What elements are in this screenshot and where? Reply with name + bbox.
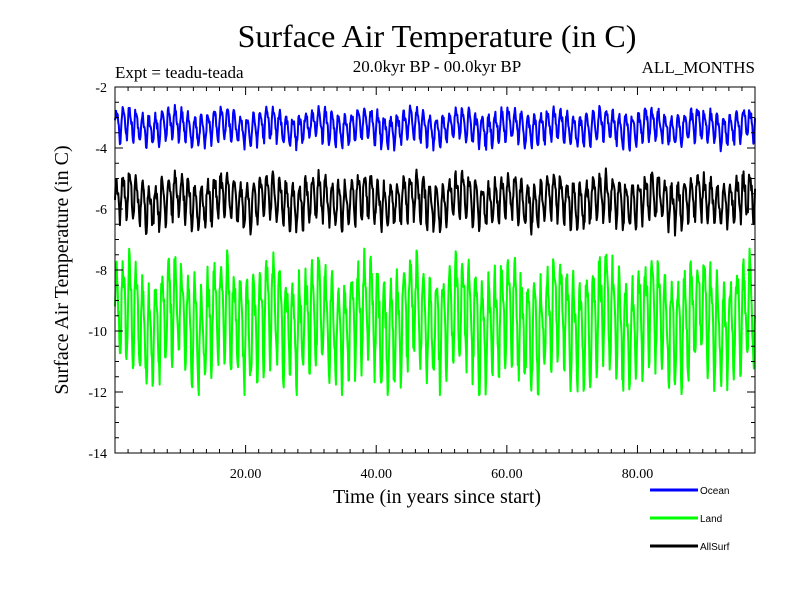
x-tick-label: 60.00 (491, 467, 523, 482)
series-layer (114, 103, 756, 397)
legend-label-allsurf: AllSurf (700, 542, 730, 553)
x-tick-label: 20.00 (230, 467, 262, 482)
x-tick-label: 80.00 (622, 467, 654, 482)
y-tick-label: -14 (88, 447, 107, 462)
y-tick-label: -4 (95, 142, 107, 157)
y-tick-label: -8 (95, 264, 107, 279)
chart-title: Surface Air Temperature (in C) (238, 18, 637, 54)
y-tick-label: -10 (88, 325, 107, 340)
y-axis-label: Surface Air Temperature (in C) (51, 145, 73, 394)
experiment-label: Expt = teadu-teada (115, 63, 244, 82)
y-tick-label: -6 (95, 203, 107, 218)
y-tick-label: -12 (88, 386, 107, 401)
ticks-layer: -14 -12 -10 -8 -6 -4 -2 20.00 40.00 60.00 80.00 (88, 81, 755, 482)
legend: Ocean Land AllSurf (650, 486, 730, 553)
chart-subtitle: 20.0kyr BP - 00.0kyr BP (353, 57, 521, 76)
series-line-land (114, 247, 756, 397)
y-tick-label: -2 (95, 81, 107, 96)
series-line-allsurf (114, 167, 756, 237)
months-label: ALL_MONTHS (642, 58, 755, 77)
legend-label-ocean: Ocean (700, 486, 729, 497)
x-tick-label: 40.00 (360, 467, 392, 482)
x-axis-label: Time (in years since start) (333, 486, 541, 508)
legend-label-land: Land (700, 514, 722, 525)
series-line-ocean (114, 103, 756, 153)
